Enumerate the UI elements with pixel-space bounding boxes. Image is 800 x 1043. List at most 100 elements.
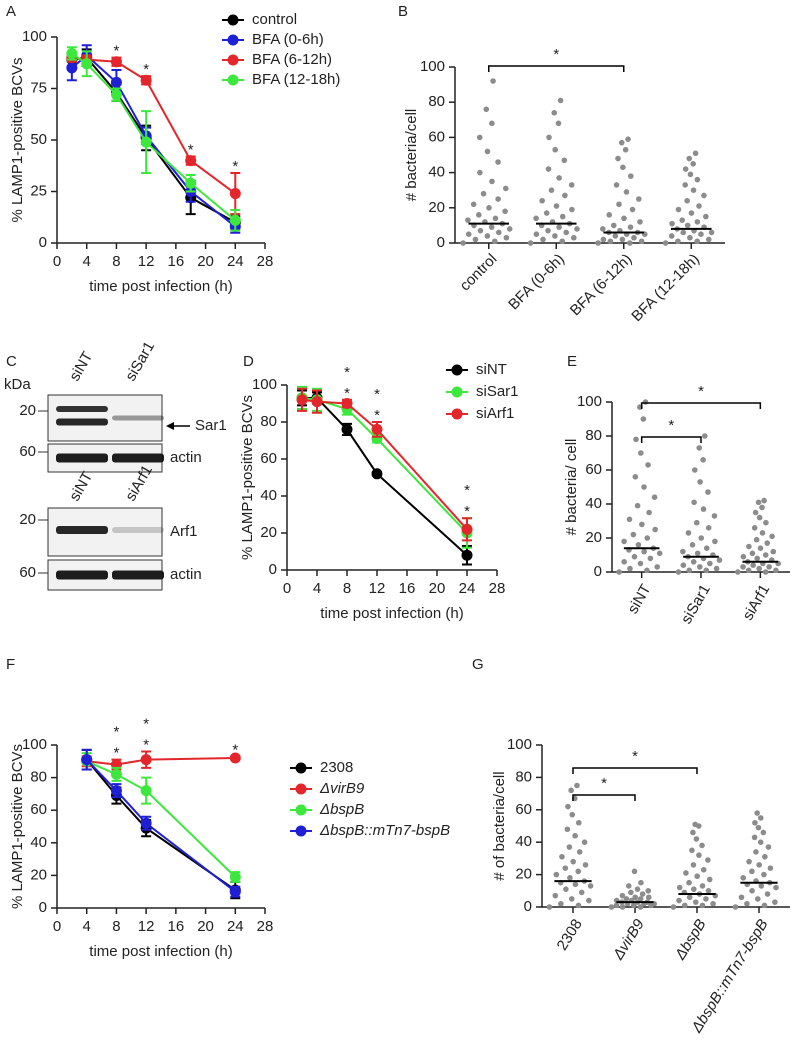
data-point (699, 842, 705, 849)
data-point (707, 560, 713, 567)
x-tick-label: 4 (83, 918, 91, 935)
data-point (705, 489, 711, 495)
data-point (761, 902, 768, 909)
data-point (539, 197, 545, 204)
blot-band (112, 570, 164, 580)
data-point (581, 839, 588, 845)
data-point (691, 886, 697, 892)
y-tick-label: 60 (428, 128, 445, 145)
data-point (546, 904, 553, 910)
y-tick-label: 60 (30, 801, 47, 818)
data-point (540, 236, 546, 243)
data-point (694, 873, 700, 880)
data-point (682, 182, 689, 188)
data-point (676, 897, 682, 904)
data-point (465, 217, 471, 223)
data-point (618, 139, 625, 146)
band-arrowhead (166, 422, 174, 430)
data-point (185, 155, 197, 167)
data-point (713, 565, 720, 572)
data-point (694, 176, 701, 183)
data-point (752, 819, 758, 826)
data-point (480, 190, 487, 197)
data-point (634, 502, 641, 509)
x-tick-label: 28 (257, 253, 274, 270)
data-point (491, 238, 498, 245)
data-point (568, 182, 575, 188)
data-point (711, 513, 718, 519)
data-point (757, 839, 764, 845)
data-point (762, 552, 769, 558)
data-point (621, 215, 627, 222)
data-point (619, 236, 626, 243)
data-point (489, 120, 495, 127)
data-point (750, 562, 756, 568)
legend-label: ΔvirB9 (319, 780, 365, 797)
data-point (587, 883, 594, 889)
data-point (620, 164, 626, 171)
x-tick-label: 8 (343, 580, 351, 597)
y-tick-label: 100 (507, 736, 532, 753)
data-point (703, 567, 710, 574)
data-point (562, 865, 569, 871)
x-tick-label: 20 (197, 253, 214, 270)
data-point (66, 62, 78, 74)
data-point (749, 550, 756, 557)
data-point (763, 519, 769, 526)
data-point (632, 474, 639, 480)
data-point (712, 538, 718, 545)
data-point (81, 754, 93, 766)
data-point (692, 467, 698, 473)
data-point (543, 210, 550, 216)
blot-band (56, 526, 108, 534)
data-point (762, 569, 769, 575)
series-line (302, 396, 468, 556)
significance-mark: * (344, 385, 350, 402)
data-point (680, 548, 686, 555)
y-axis-title: # bacteria/cell (403, 109, 420, 202)
y-tick-label: 0 (39, 899, 47, 916)
data-point (703, 213, 709, 220)
series-line (71, 56, 236, 195)
marker-label: 20 (19, 511, 36, 528)
legend-marker (295, 762, 307, 774)
data-point (470, 201, 477, 208)
data-point (767, 865, 774, 871)
y-tick-label: 20 (515, 866, 532, 883)
data-point (545, 166, 552, 172)
data-point (716, 557, 723, 563)
data-point (558, 900, 564, 907)
data-point (753, 536, 760, 543)
data-point (684, 222, 691, 229)
data-point (341, 398, 353, 409)
data-point (744, 900, 750, 907)
data-point (645, 888, 652, 894)
strip-label: Sar1 (195, 417, 227, 434)
legend-marker (295, 804, 307, 816)
significance-mark: * (188, 141, 194, 158)
data-point (495, 159, 501, 165)
data-point (477, 227, 484, 234)
data-point (705, 888, 712, 894)
data-point (696, 852, 702, 858)
y-tick-label: 40 (585, 495, 602, 512)
data-point (756, 565, 762, 572)
y-tick-label: 100 (22, 28, 47, 45)
x-tick-label: 24 (227, 253, 244, 270)
panel-label: G (472, 656, 484, 673)
series-line (85, 759, 236, 891)
strip-label: actin (170, 449, 202, 466)
data-point (632, 894, 639, 901)
x-axis-title: time post infection (h) (89, 278, 232, 295)
data-point (476, 212, 482, 218)
data-point (687, 234, 693, 241)
data-point (755, 824, 762, 831)
marker-label: 20 (19, 402, 36, 419)
data-point (685, 530, 692, 536)
y-tick-label: 50 (30, 131, 47, 148)
data-point (140, 785, 152, 797)
y-tick-label: 20 (585, 529, 602, 546)
y-tick-label: 60 (585, 461, 602, 478)
data-point (110, 89, 122, 101)
data-point (688, 210, 695, 216)
